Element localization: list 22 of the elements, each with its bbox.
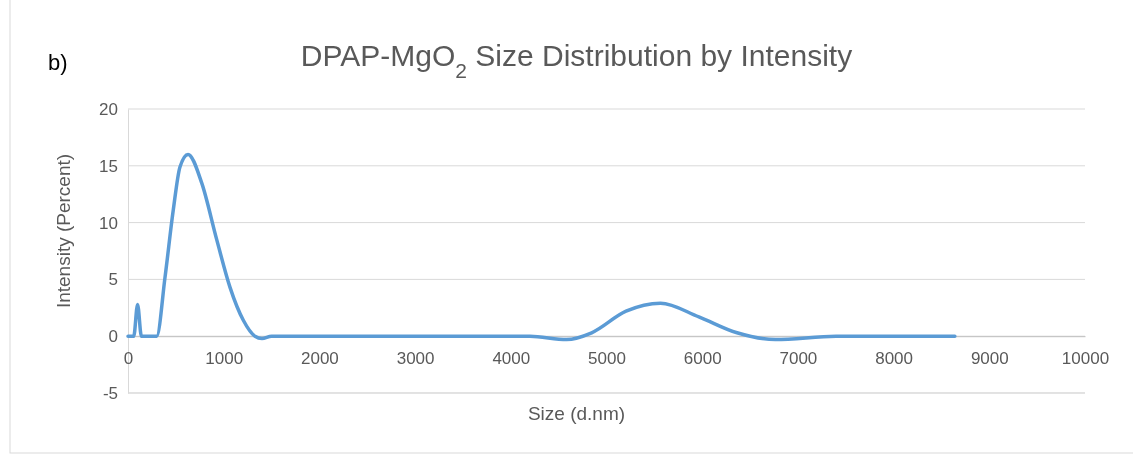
y-tick-label: 20: [99, 99, 118, 119]
line-series: [126, 152, 957, 342]
x-axis-title: Size (d.nm): [527, 403, 626, 424]
y-tick-label: 0: [108, 327, 118, 347]
x-tick-label: 1000: [205, 349, 244, 369]
y-tick-label: -5: [102, 383, 118, 403]
y-tick-label: 15: [99, 156, 118, 176]
text: b): [48, 50, 68, 75]
x-tick-label: 9000: [970, 349, 1009, 369]
x-tick-label: 2000: [300, 349, 339, 369]
y-axis-title: Intensity (Percent): [53, 153, 74, 309]
x-tick-label: 0: [123, 349, 134, 369]
x-tick-label: 8000: [875, 349, 914, 369]
x-tick-label: 10000: [1061, 349, 1110, 369]
y-tick-label: 10: [99, 213, 118, 233]
y-tick-label: 5: [108, 270, 118, 290]
x-tick-label: 5000: [588, 349, 626, 369]
chart-title: DPAP-MgO$_{2}$ Size Distribution by Intensity: [300, 39, 853, 82]
x-tick-label: 6000: [683, 349, 722, 369]
x-tick-label: 4000: [492, 349, 531, 369]
x-tick-label: 7000: [779, 349, 818, 369]
x-tick-label: 3000: [396, 349, 435, 369]
